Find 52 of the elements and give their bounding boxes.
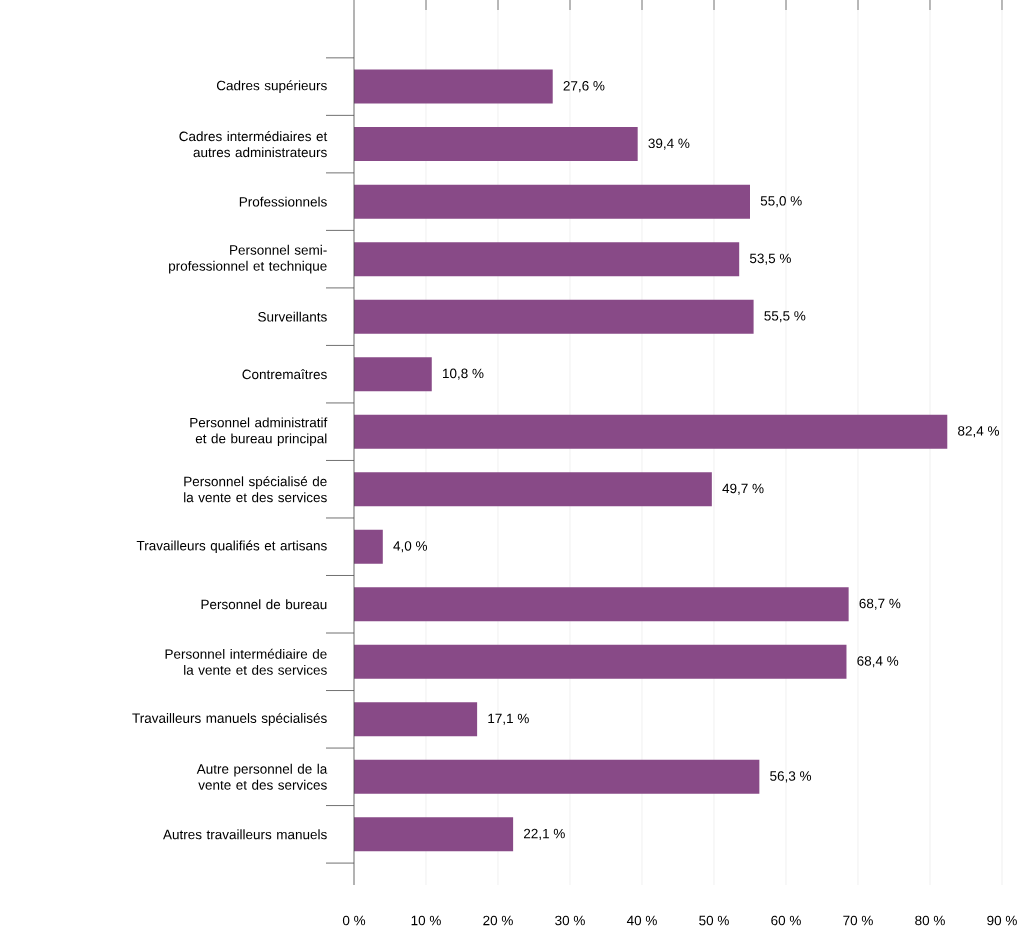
data-label: 55,0 % bbox=[760, 196, 802, 208]
bar bbox=[354, 69, 553, 104]
bar bbox=[354, 357, 432, 392]
bar bbox=[354, 759, 760, 794]
data-label: 82,4 % bbox=[958, 426, 999, 438]
data-label: 10,8 % bbox=[442, 368, 484, 380]
x-tick-label: 40 % bbox=[626, 915, 657, 926]
data-label: 53,5 % bbox=[749, 253, 791, 265]
y-tick-label: Travailleurs qualifiés et artisans bbox=[136, 540, 327, 554]
data-label: 39,4 % bbox=[648, 138, 690, 150]
bar bbox=[354, 472, 712, 507]
y-tick-label: Personnel de bureau bbox=[201, 599, 327, 610]
bar bbox=[354, 414, 948, 449]
y-tick-label: Cadres intermédiaires et autres administrateurs bbox=[179, 131, 328, 158]
data-label: 27,6 % bbox=[563, 81, 605, 93]
bar bbox=[354, 644, 847, 679]
data-label: 49,7 % bbox=[722, 483, 764, 495]
x-tick-label: 30 % bbox=[555, 915, 585, 926]
bar bbox=[354, 127, 638, 162]
y-tick-label: Cadres supérieurs bbox=[216, 80, 327, 93]
x-tick-label: 90 % bbox=[987, 915, 1017, 926]
y-tick-label: Contremaîtres bbox=[242, 369, 327, 380]
x-tick-label: 10 % bbox=[411, 915, 441, 926]
data-label: 22,1 % bbox=[523, 828, 565, 840]
bar bbox=[354, 529, 383, 564]
data-label: 4,0 % bbox=[393, 541, 428, 553]
bar bbox=[354, 702, 478, 737]
bar bbox=[354, 184, 750, 219]
y-tick-label: Personnel intermédiaire de la vente et des services bbox=[165, 648, 327, 675]
y-tick-label: Autre personnel de la vente et des services bbox=[196, 763, 328, 790]
x-tick-label: 70 % bbox=[843, 915, 873, 926]
x-tick-label: 80 % bbox=[915, 915, 945, 926]
y-tick-label: Travailleurs manuels spécialisés bbox=[132, 712, 327, 726]
y-tick-label: Personnel semi-professionnel et technique bbox=[169, 244, 327, 274]
x-tick-label: 20 % bbox=[483, 915, 513, 926]
bar bbox=[354, 817, 514, 852]
y-tick-label: Surveillants bbox=[258, 311, 327, 322]
data-label: 68,7 % bbox=[859, 598, 901, 610]
data-label: 17,1 % bbox=[488, 713, 529, 725]
x-tick-label: 50 % bbox=[699, 915, 729, 926]
data-label: 68,4 % bbox=[857, 656, 899, 668]
bar bbox=[354, 299, 754, 334]
x-tick-label: 60 % bbox=[771, 915, 801, 926]
y-tick-label: Personnel administratif et de bureau principal bbox=[190, 417, 328, 446]
y-tick-label: Personnel spécialisé de la vente et des services bbox=[184, 476, 327, 503]
data-label: 56,3 % bbox=[770, 771, 812, 783]
bar bbox=[354, 242, 740, 277]
data-label: 55,5 % bbox=[764, 311, 806, 323]
x-tick-label: 0 % bbox=[342, 915, 366, 926]
bar bbox=[354, 587, 849, 622]
y-tick-label: Professionnels bbox=[239, 196, 327, 207]
y-tick-label: Autres travailleurs manuels bbox=[163, 829, 327, 840]
